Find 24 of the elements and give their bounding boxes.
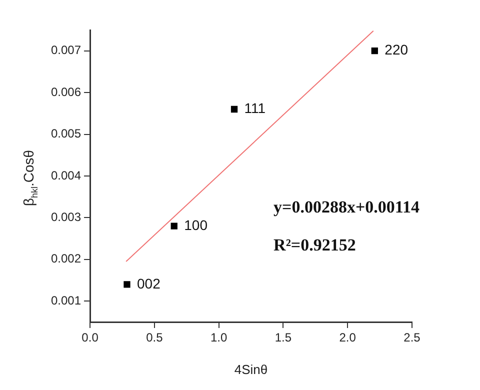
point <box>371 48 378 54</box>
y-tick-label: 0.004 <box>51 168 82 182</box>
annotation: 220 <box>384 42 408 58</box>
x-tick-label: 1.0 <box>210 330 228 345</box>
y-tick-label: 0.003 <box>51 210 82 224</box>
x-tick-label: 0.5 <box>146 330 164 345</box>
x-tick-label: 2.0 <box>339 330 356 345</box>
x-axis-title: 4Sinθ <box>234 362 268 377</box>
x-tick-label: 1.5 <box>274 330 292 345</box>
x-tick-label: 2.5 <box>404 330 421 345</box>
y-tick-label: 0.005 <box>51 126 82 141</box>
y-tick-label: 0.007 <box>51 43 82 58</box>
annotation: y=0.00288x+0.00114 <box>274 198 420 217</box>
annotation: 111 <box>244 100 266 116</box>
y-tick-label: 0.001 <box>51 293 82 308</box>
x-tick-label: 0.0 <box>82 330 99 345</box>
y-tick-label: 0.002 <box>51 252 82 266</box>
point <box>230 106 238 113</box>
point <box>124 281 130 288</box>
annotation: 002 <box>136 275 161 292</box>
y-tick-label: 0.006 <box>51 84 82 99</box>
annotation: R²=0.92152 <box>274 236 356 255</box>
annotation: 100 <box>184 216 208 233</box>
point <box>170 222 178 230</box>
